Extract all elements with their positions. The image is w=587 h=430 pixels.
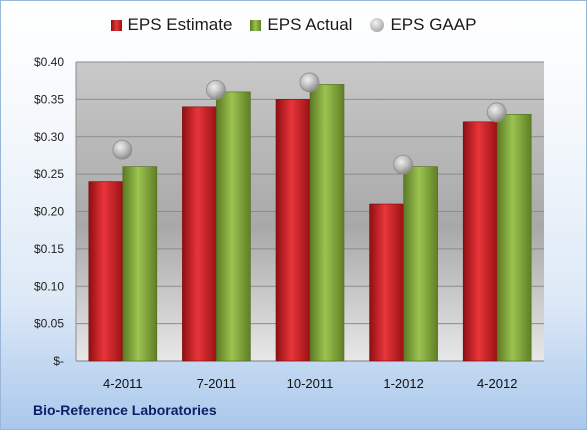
legend-label-actual: EPS Actual	[267, 15, 353, 34]
x-tick-label: 4-2012	[477, 376, 517, 391]
legend-swatch-gaap	[370, 18, 385, 32]
bar-estimate	[275, 99, 311, 362]
company-name: Bio-Reference Laboratories	[33, 402, 217, 418]
y-tick-label: $0.35	[34, 92, 64, 106]
bar-actual	[496, 114, 532, 362]
legend-label-estimate: EPS Estimate	[127, 15, 233, 34]
legend-item-gaap: EPS GAAP	[370, 15, 476, 35]
x-tick-label: 4-2011	[103, 376, 143, 391]
legend-swatch-actual	[250, 19, 262, 31]
legend-item-estimate: EPS Estimate	[110, 15, 233, 35]
y-tick-label: $0.20	[34, 205, 64, 219]
y-tick-label: $-	[53, 354, 64, 368]
legend-label-gaap: EPS GAAP	[390, 15, 477, 34]
marker-gaap	[486, 102, 507, 123]
y-tick-label: $0.25	[34, 167, 64, 181]
x-tick-label: 10-2011	[287, 376, 334, 391]
legend-swatch-estimate	[110, 19, 122, 31]
bar-estimate	[182, 106, 217, 362]
bar-actual	[122, 166, 158, 362]
y-tick-label: $0.15	[34, 242, 64, 256]
marker-gaap	[393, 154, 414, 175]
y-tick-label: $0.10	[34, 279, 64, 293]
y-tick-label: $0.40	[34, 55, 64, 69]
bar-estimate	[88, 181, 124, 362]
bar-actual	[216, 91, 251, 362]
legend: EPS Estimate EPS Actual EPS GAAP	[1, 15, 586, 35]
marker-gaap	[299, 72, 320, 93]
bar-actual	[403, 166, 438, 362]
bar-estimate	[369, 203, 404, 362]
marker-gaap	[112, 139, 133, 160]
marker-gaap	[205, 80, 226, 100]
bar-actual	[309, 84, 345, 362]
y-tick-label: $0.30	[34, 130, 64, 144]
x-tick-label: 1-2012	[383, 376, 423, 391]
legend-item-actual: EPS Actual	[250, 15, 352, 35]
y-tick-label: $0.05	[34, 317, 64, 331]
x-tick-label: 7-2011	[197, 376, 237, 391]
bar-estimate	[462, 121, 498, 362]
